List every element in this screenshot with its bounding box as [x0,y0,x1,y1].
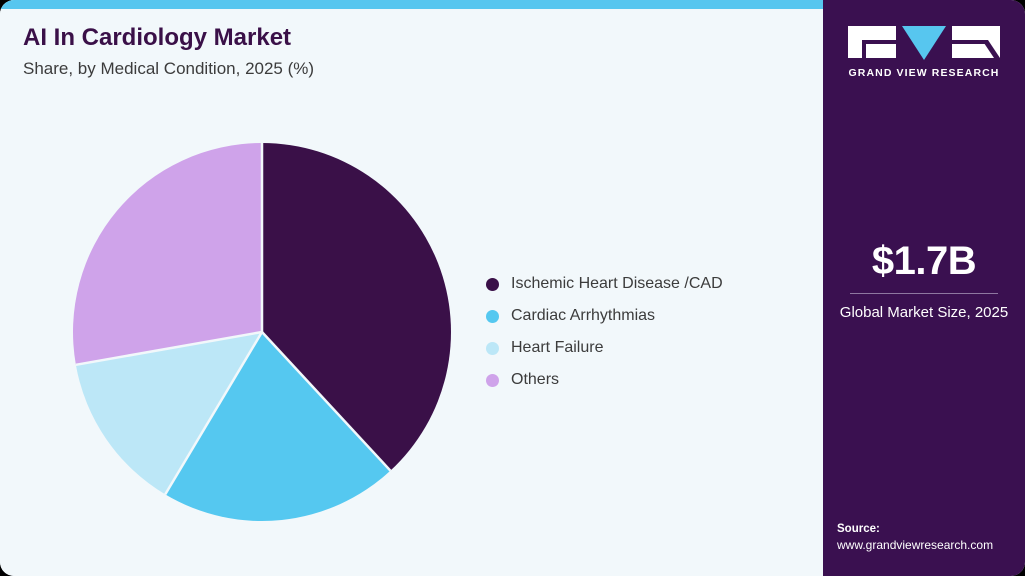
source-credit: Source: www.grandviewresearch.com [837,521,1025,554]
logo-r-icon [952,26,1000,58]
source-label: Source: [837,523,880,535]
pie-slice[interactable] [75,332,263,495]
legend-swatch-icon [486,341,499,355]
pie-slice-separator [261,331,392,472]
logo-marks [823,26,1025,60]
source-url[interactable]: www.grandviewresearch.com [837,538,994,552]
pie-chart-svg [72,143,451,521]
pie-slice-separator [164,331,264,495]
top-accent-bar [0,0,823,9]
stat-value: $1.7B [871,239,977,283]
stat-divider [850,293,998,294]
legend-item-label: Ischemic Heart Disease /CAD [511,275,723,292]
pie-slice-group [72,143,451,521]
pie-slice-separator [75,330,263,367]
chart-subtitle: Share, by Medical Condition, 2025 (%) [23,59,315,78]
legend-item-cardiac-arrhythmias[interactable]: Cardiac Arrhythmias [486,300,786,332]
logo-g-icon [848,26,896,58]
legend-item-ischemic-heart-disease[interactable]: Ischemic Heart Disease /CAD [486,268,786,300]
brand-wordmark: GRAND VIEW RESEARCH [848,67,1000,79]
legend-item-others[interactable]: Others [486,364,786,396]
legend-item-label: Cardiac Arrhythmias [511,307,656,324]
legend-item-label: Heart Failure [511,339,604,356]
main-chart-panel: AI In Cardiology Market Share, by Medica… [0,0,823,522]
logo-v-triangle-icon [902,26,946,60]
brand-side-panel: GRAND VIEW RESEARCH $1.7B Global Market … [823,0,1025,576]
chart-heading: AI In Cardiology Market Share, by Medica… [23,24,723,80]
legend-swatch-icon [486,309,499,323]
pie-slice-separators [75,143,392,495]
pie-slice[interactable] [72,143,262,365]
stat-caption: Global Market Size, 2025 [839,304,1009,321]
chart-legend: Ischemic Heart Disease /CAD Cardiac Arrh… [486,268,786,396]
legend-swatch-icon [486,277,499,291]
pie-slice[interactable] [262,143,451,471]
legend-item-heart-failure[interactable]: Heart Failure [486,332,786,364]
brand-logo: GRAND VIEW RESEARCH [823,26,1025,79]
headline-stat: $1.7B Global Market Size, 2025 [823,238,1025,323]
legend-swatch-icon [486,373,499,387]
legend-item-label: Others [511,371,560,388]
pie-slice[interactable] [165,332,391,521]
pie-chart [72,142,452,522]
page-title: AI In Cardiology Market [23,24,292,51]
